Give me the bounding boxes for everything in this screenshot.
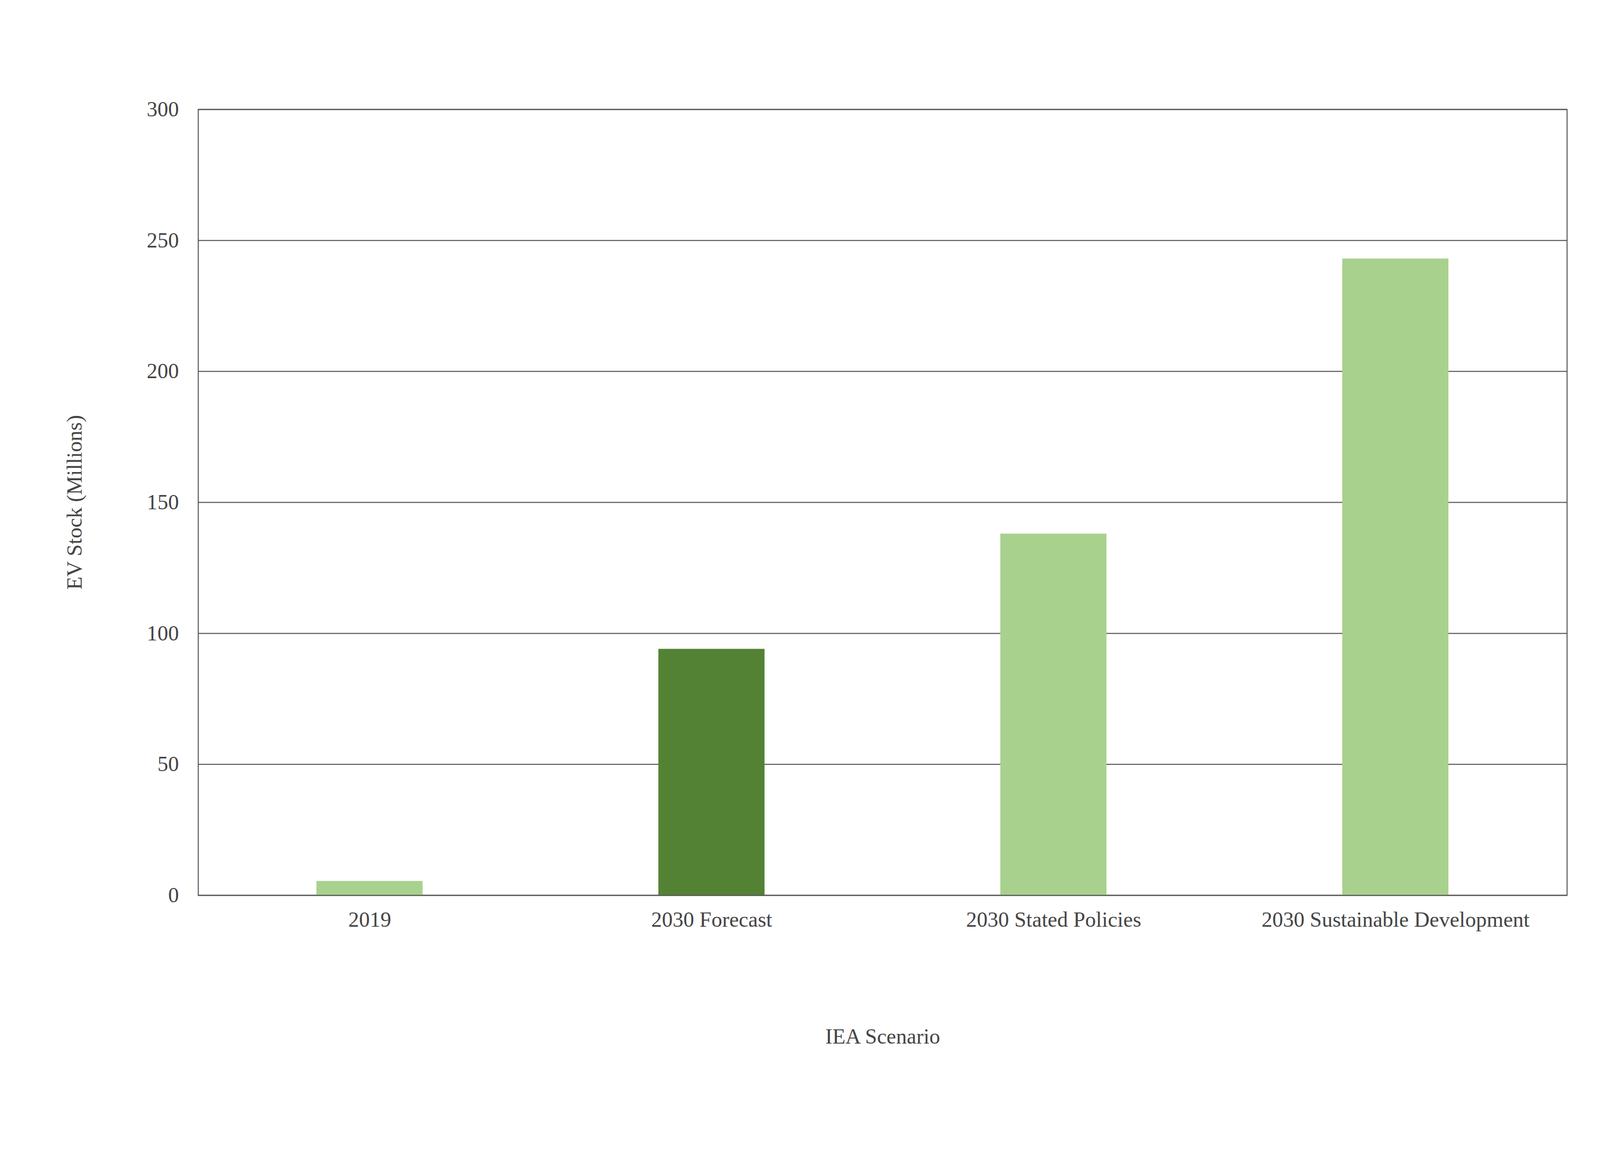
svg-text:0: 0 bbox=[168, 883, 180, 907]
svg-text:IEA Scenario: IEA Scenario bbox=[825, 1024, 941, 1049]
svg-text:EV Stock (Millions): EV Stock (Millions) bbox=[62, 414, 87, 590]
svg-text:2019: 2019 bbox=[348, 907, 392, 932]
svg-text:100: 100 bbox=[146, 621, 180, 646]
svg-text:200: 200 bbox=[146, 359, 180, 383]
svg-text:50: 50 bbox=[157, 752, 180, 776]
svg-text:150: 150 bbox=[146, 490, 180, 514]
svg-text:2030 Sustainable Development: 2030 Sustainable Development bbox=[1261, 907, 1530, 932]
svg-text:2030 Forecast: 2030 Forecast bbox=[651, 907, 773, 932]
svg-text:250: 250 bbox=[146, 228, 180, 253]
svg-text:2030 Stated Policies: 2030 Stated Policies bbox=[966, 907, 1142, 932]
svg-text:300: 300 bbox=[146, 97, 180, 121]
